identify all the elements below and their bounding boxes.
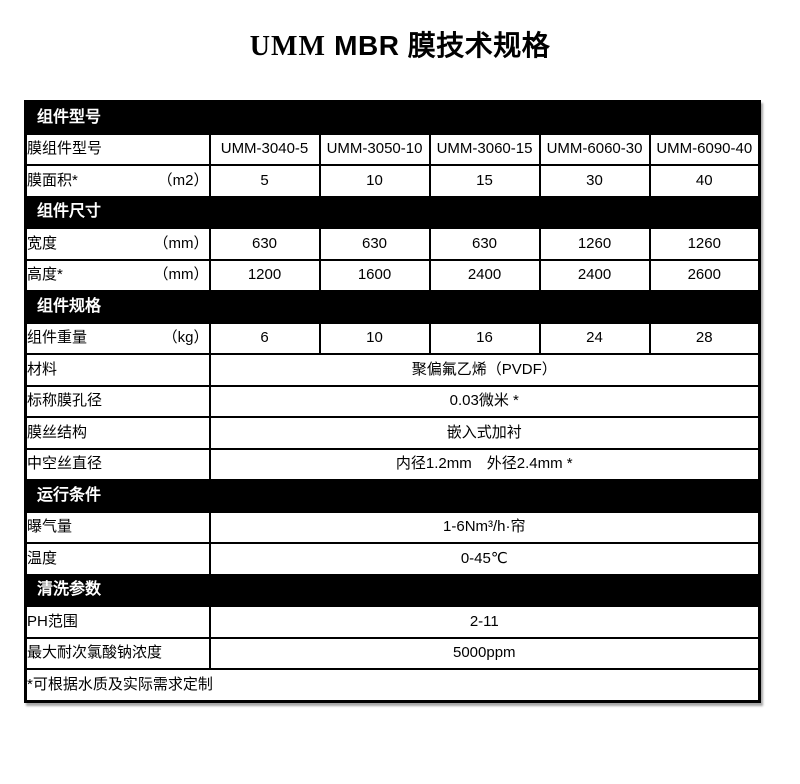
row-label-cell: 组件重量 （kg） (24, 321, 211, 355)
row-label: 膜组件型号 (27, 140, 103, 157)
row-label: 组件重量 (27, 329, 88, 346)
value-cell: 1260 (648, 227, 761, 261)
table-row: 标称膜孔径 0.03微米 * (24, 384, 761, 418)
value-cell: 5 (208, 164, 321, 198)
section-header-cell: 运行条件 (24, 479, 761, 513)
value-cell: 630 (208, 227, 321, 261)
value-cell: 15 (428, 164, 541, 198)
row-label-cell: 中空丝直径 (24, 447, 211, 481)
span-value-cell: 嵌入式加衬 (208, 416, 761, 450)
table-row: 材料 聚偏氟乙烯（PVDF） (24, 353, 761, 387)
table-row: *可根据水质及实际需求定制 (24, 668, 761, 702)
value-cell: 24 (538, 321, 651, 355)
row-label-wrap: 膜面积* （m2） (27, 171, 209, 190)
row-unit: （m2） (157, 171, 209, 189)
value-cell: UMM-3040-5 (208, 132, 321, 166)
row-label-cell: 膜丝结构 (24, 416, 211, 450)
table-row: 膜面积* （m2） 5 10 15 30 40 (24, 164, 761, 198)
value-cell: 40 (648, 164, 761, 198)
value-cell: 10 (318, 321, 431, 355)
value-cell: 16 (428, 321, 541, 355)
row-label-wrap: 膜组件型号 (27, 140, 208, 158)
table-row: 组件型号 (24, 100, 761, 135)
table-row: 最大耐次氯酸钠浓度 5000ppm (24, 636, 761, 670)
section-header-cell: 组件尺寸 (24, 195, 761, 229)
row-unit: （mm） (153, 266, 209, 283)
span-value-cell: 0.03微米 * (208, 384, 761, 418)
row-unit: （mm） (153, 234, 209, 252)
table-row: 温度 0-45℃ (24, 542, 761, 576)
row-label-wrap: 组件重量 （kg） (27, 329, 209, 347)
value-cell: 1600 (318, 258, 431, 292)
value-cell: 10 (318, 164, 431, 198)
brand-name: UMM (249, 31, 326, 62)
value-cell: UMM-6090-40 (648, 132, 761, 166)
row-label: 膜面积* (27, 171, 78, 189)
table-row: PH范围 2-11 (24, 605, 761, 639)
table-row: 曝气量 1-6Nm³/h·帘 (24, 510, 761, 544)
value-cell: 6 (208, 321, 321, 355)
table-row: 组件重量 （kg） 6 10 16 24 28 (24, 321, 761, 355)
row-unit: （kg） (162, 329, 209, 346)
value-cell: 28 (648, 321, 761, 355)
row-label-cell: 宽度 （mm） (24, 227, 211, 261)
span-value-cell: 2-11 (208, 605, 761, 639)
value-cell: 1200 (208, 258, 321, 292)
value-cell: UMM-3050-10 (318, 132, 431, 166)
table-row: 组件规格 (24, 290, 761, 324)
table-row: 膜组件型号 UMM-3040-5 UMM-3050-10 UMM-3060-15 UMM… (24, 132, 761, 166)
value-cell: 2400 (538, 258, 651, 292)
value-cell: 2600 (648, 258, 761, 292)
spec-table-body: 组件型号膜组件型号 UMM-3040-5 UMM-3050-10 UMM-3060-1… (24, 100, 761, 702)
table-row: 清洗参数 (24, 573, 761, 607)
row-label-cell: 膜面积* （m2） (24, 164, 211, 198)
value-cell: UMM-3060-15 (428, 132, 541, 166)
value-cell: 630 (318, 227, 431, 261)
row-label-wrap: 高度* （mm） (27, 266, 209, 284)
section-header-cell: 清洗参数 (24, 573, 761, 607)
page-title-text: MBR 膜技术规格 (325, 30, 551, 61)
span-value-cell: 内径1.2mm 外径2.4mm * (208, 447, 761, 481)
row-label-cell: 标称膜孔径 (24, 384, 211, 418)
section-header-cell: 组件型号 (24, 100, 761, 135)
table-row: 组件尺寸 (24, 195, 761, 229)
span-value-cell: 5000ppm (208, 636, 761, 670)
page-title: UMM MBR 膜技术规格 (0, 24, 800, 64)
section-header-cell: 组件规格 (24, 290, 761, 324)
footnote-cell: *可根据水质及实际需求定制 (24, 668, 761, 702)
row-label: 宽度 (27, 234, 58, 252)
value-cell: 1260 (538, 227, 651, 261)
spec-table: 组件型号膜组件型号 UMM-3040-5 UMM-3050-10 UMM-3060-1… (24, 100, 762, 703)
row-label-cell: 温度 (24, 542, 211, 576)
row-label: 高度* (27, 266, 63, 283)
span-value-cell: 1-6Nm³/h·帘 (208, 510, 761, 544)
row-label-cell: 膜组件型号 (24, 132, 211, 166)
table-row: 中空丝直径 内径1.2mm 外径2.4mm * (24, 447, 761, 481)
span-value-cell: 0-45℃ (208, 542, 761, 576)
row-label-wrap: 宽度 （mm） (27, 234, 209, 253)
value-cell: 2400 (428, 258, 541, 292)
span-value-cell: 聚偏氟乙烯（PVDF） (208, 353, 761, 387)
table-row: 运行条件 (24, 479, 761, 513)
table-row: 膜丝结构 嵌入式加衬 (24, 416, 761, 450)
row-label-cell: 曝气量 (24, 510, 211, 544)
value-cell: UMM-6060-30 (538, 132, 651, 166)
table-row: 宽度 （mm） 630 630 630 1260 1260 (24, 227, 761, 261)
row-label-cell: 最大耐次氯酸钠浓度 (24, 636, 211, 670)
value-cell: 630 (428, 227, 541, 261)
row-label-cell: 高度* （mm） (24, 258, 211, 292)
table-row: 高度* （mm） 1200 1600 2400 2400 2600 (24, 258, 761, 292)
value-cell: 30 (538, 164, 651, 198)
row-label-cell: PH范围 (24, 605, 211, 639)
row-label-cell: 材料 (24, 353, 211, 387)
